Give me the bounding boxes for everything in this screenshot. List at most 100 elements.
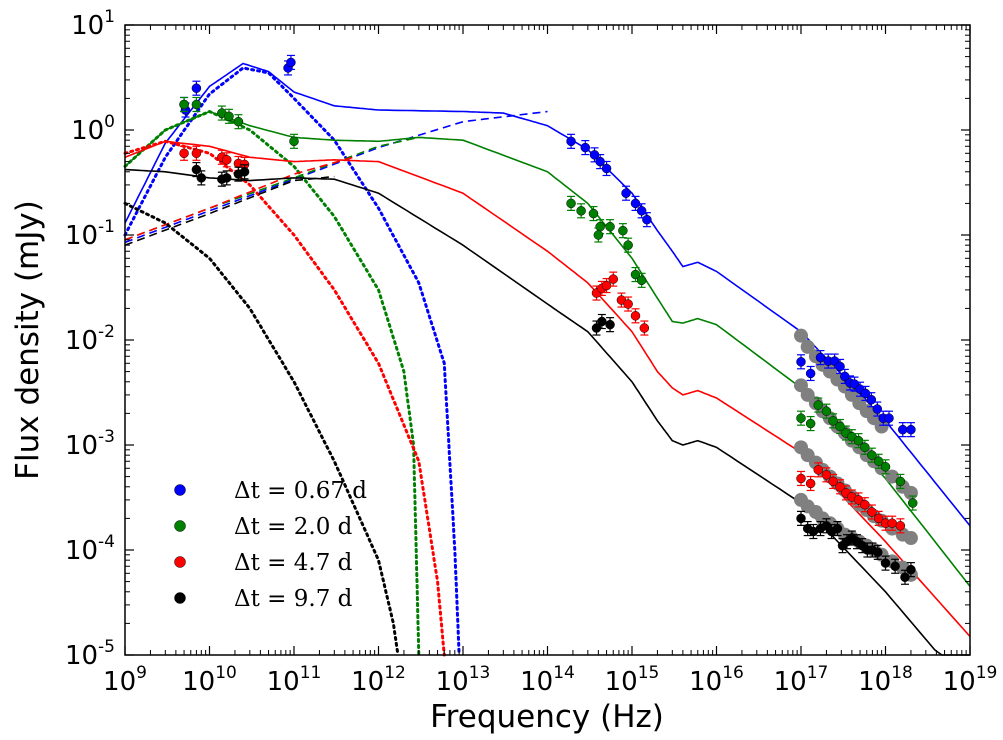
data-point — [821, 406, 832, 416]
model-curve-dotted — [123, 66, 461, 657]
x-tick-label: 1014 — [520, 663, 575, 697]
data-point — [580, 142, 591, 153]
data-point — [196, 173, 207, 183]
data-point — [805, 368, 816, 379]
data-point — [815, 352, 826, 363]
data-point — [621, 188, 631, 198]
data-point — [835, 482, 845, 492]
data-point — [595, 221, 605, 232]
data-point — [796, 513, 806, 524]
data-point — [636, 275, 647, 286]
data-point — [796, 413, 806, 423]
legend-marker — [174, 484, 186, 496]
y-tick-label: 101 — [71, 7, 115, 41]
x-tick-label: 1011 — [267, 663, 322, 697]
data-point — [576, 206, 586, 216]
data-point — [828, 476, 838, 487]
data-point — [566, 198, 576, 209]
data-point — [867, 450, 877, 460]
y-tick-label: 10-1 — [65, 217, 115, 251]
data-point — [890, 561, 900, 572]
data-point — [880, 462, 891, 472]
data-point — [191, 148, 202, 159]
data-point — [593, 230, 604, 240]
model-curve-dashed — [124, 175, 335, 246]
data-point — [179, 99, 189, 110]
model-curves — [123, 62, 971, 657]
data-point — [608, 274, 619, 284]
data-point — [860, 388, 871, 399]
x-tick-label: 1010 — [182, 663, 237, 697]
model-point — [874, 419, 889, 434]
y-axis-label: Flux density (mJy) — [10, 200, 46, 480]
data-point — [623, 240, 633, 250]
x-tick-label: 1013 — [436, 663, 491, 697]
data-point — [872, 404, 883, 414]
data-point — [239, 167, 250, 177]
data-point — [880, 558, 891, 568]
data-point — [895, 521, 906, 531]
legend-label: Δt = 4.7 d — [234, 550, 353, 576]
data-point — [796, 473, 806, 484]
data-point — [566, 136, 576, 147]
data-points — [179, 54, 918, 585]
data-point — [900, 572, 910, 583]
legend-label: Δt = 9.7 d — [234, 586, 353, 612]
legend-marker — [174, 556, 186, 568]
data-point — [191, 164, 202, 175]
model-point — [800, 339, 815, 354]
data-point — [618, 225, 628, 236]
y-tick-label: 10-2 — [65, 322, 115, 356]
data-point — [221, 173, 232, 183]
y-tick-label: 10-5 — [65, 637, 115, 671]
model-curve-dotted — [123, 201, 400, 657]
y-tick-label: 10-4 — [65, 532, 115, 566]
x-tick-label: 109 — [103, 663, 147, 697]
data-point — [805, 478, 816, 489]
data-point — [897, 424, 908, 435]
data-point — [605, 221, 615, 232]
data-point — [224, 111, 234, 122]
data-point — [191, 99, 202, 110]
model-point — [903, 531, 918, 546]
x-tick-label: 1016 — [689, 663, 744, 697]
legend-marker — [174, 520, 186, 532]
data-point — [796, 357, 806, 367]
model-curve-total — [124, 62, 971, 527]
x-tick-label: 1012 — [351, 663, 406, 697]
data-point — [873, 456, 884, 467]
model-point — [794, 328, 808, 343]
x-tick-label: 1019 — [943, 663, 998, 697]
data-point — [642, 214, 652, 225]
data-point — [639, 323, 650, 333]
data-point — [813, 465, 823, 475]
data-point — [630, 269, 641, 280]
data-point — [853, 495, 864, 505]
data-point — [588, 208, 599, 219]
legend-label: Δt = 0.67 d — [234, 478, 367, 504]
data-point — [289, 136, 299, 147]
y-tick-label: 100 — [71, 112, 115, 146]
x-axis-label: Frequency (Hz) — [430, 699, 664, 735]
x-tick-label: 1017 — [774, 663, 829, 697]
y-axis-ticks: 10-5 10-4 10-3 10-2 10-1 100 101 — [65, 7, 970, 671]
x-tick-label: 1015 — [605, 663, 660, 697]
data-point — [233, 116, 244, 127]
data-point — [191, 83, 202, 93]
legend: Δt = 0.67 d Δt = 2.0 d Δt = 4.7 d Δt = 9.7 … — [174, 478, 367, 612]
data-point — [860, 442, 870, 453]
data-point — [601, 163, 612, 174]
data-point — [873, 513, 884, 524]
data-point — [906, 564, 916, 575]
data-point — [828, 416, 838, 426]
model-curve-dotted — [123, 139, 446, 657]
data-point — [866, 394, 877, 405]
legend-label: Δt = 2.0 d — [234, 514, 353, 540]
data-point — [805, 418, 816, 429]
data-point — [286, 57, 296, 68]
data-point — [813, 400, 823, 410]
data-point — [895, 476, 906, 487]
data-point — [907, 498, 918, 508]
data-point — [867, 507, 877, 517]
